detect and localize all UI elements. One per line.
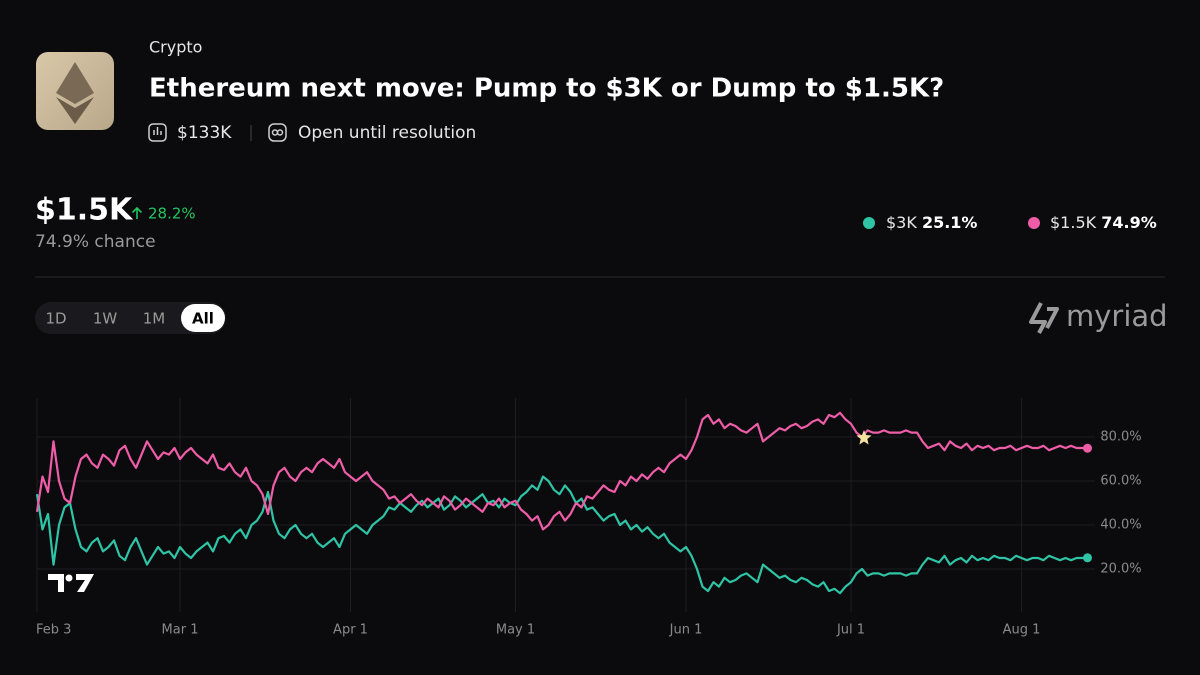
volume-icon xyxy=(148,123,167,142)
market-icon xyxy=(36,52,114,130)
status-icon xyxy=(268,123,287,142)
end-dot xyxy=(1083,553,1092,563)
range-button[interactable]: 1D xyxy=(45,310,66,328)
annotation-star xyxy=(856,430,872,445)
series-line xyxy=(35,475,1088,595)
x-tick-label: May 1 xyxy=(496,623,535,638)
leading-outcome: $1.5K xyxy=(35,193,134,228)
y-tick-label: 80.0% xyxy=(1100,430,1141,445)
legend-entry: $1.5K 74.9% xyxy=(1050,213,1157,232)
range-button[interactable]: 1M xyxy=(143,310,166,328)
legend-dot xyxy=(1028,217,1040,229)
range-button-active xyxy=(181,304,225,332)
tradingview-logo xyxy=(48,574,94,592)
range-button[interactable]: All xyxy=(192,310,214,328)
series-line xyxy=(35,411,1088,531)
range-button[interactable]: 1W xyxy=(93,310,118,328)
market-title: Ethereum next move: Pump to $3K or Dump … xyxy=(149,74,944,104)
x-tick-label: Apr 1 xyxy=(333,623,368,638)
range-selector xyxy=(35,302,226,334)
x-tick-label: Aug 1 xyxy=(1003,623,1041,638)
up-arrow xyxy=(131,206,143,219)
category: Crypto xyxy=(149,38,202,57)
brand-name: myriad xyxy=(1066,299,1168,333)
volume: $133K xyxy=(177,123,232,143)
legend-value: 74.9% xyxy=(1101,213,1157,232)
legend-dot xyxy=(863,217,875,229)
chance: 74.9% chance xyxy=(35,232,156,252)
end-dot xyxy=(1083,443,1092,453)
legend-name: $1.5K xyxy=(1050,213,1097,232)
x-tick-label: Mar 1 xyxy=(162,623,199,638)
x-tick-label: Jun 1 xyxy=(669,623,703,638)
legend-value: 25.1% xyxy=(922,213,978,232)
legend-name: $3K xyxy=(886,213,917,232)
x-tick-label: Feb 3 xyxy=(36,623,71,638)
y-tick-label: 20.0% xyxy=(1100,562,1141,577)
y-tick-label: 60.0% xyxy=(1100,474,1141,489)
x-tick-label: Jul 1 xyxy=(836,623,865,638)
change: 28.2% xyxy=(148,205,196,223)
brand-logo xyxy=(1029,302,1059,334)
y-tick-label: 40.0% xyxy=(1100,518,1141,533)
legend-entry: $3K 25.1% xyxy=(886,213,977,232)
status: Open until resolution xyxy=(298,123,476,143)
